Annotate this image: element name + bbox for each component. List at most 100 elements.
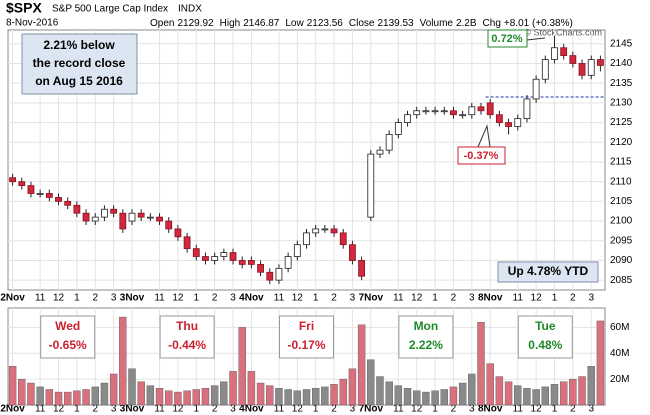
x-tick-label: 2: [331, 293, 337, 304]
copyright: © StockCharts.com: [524, 27, 602, 37]
volume-bar: [8, 366, 17, 406]
x-tick-label: 12: [531, 404, 543, 415]
x-tick-label: 2: [92, 293, 98, 304]
x-tick-label: 8Nov: [478, 404, 503, 415]
stat-value: 2146.87: [243, 18, 280, 29]
day-box: [517, 315, 573, 359]
x-tick-label: 11: [513, 404, 524, 415]
stat-label: High: [220, 18, 241, 29]
volume-bar: [73, 390, 81, 406]
x-tick-label: 12: [292, 293, 304, 304]
candle-body: [330, 228, 338, 234]
x-tick-label: 11: [393, 404, 404, 415]
exchange: INDX: [178, 4, 202, 15]
record-note: on Aug 15 2016: [35, 74, 123, 88]
y-tick-label: 2115: [610, 157, 632, 168]
volume-bar: [27, 382, 35, 406]
callout-box: [457, 146, 506, 165]
x-tick-label: 2Nov: [0, 404, 25, 415]
volume-bar: [220, 381, 228, 406]
x-tick-label: 4Nov: [239, 404, 264, 415]
y-tick-label: 2085: [610, 275, 633, 286]
volume-bar: [54, 391, 63, 406]
candle-body: [597, 59, 604, 66]
volume-bar: [468, 373, 476, 406]
candle-body: [339, 232, 347, 246]
x-tick-label: 12: [53, 404, 65, 415]
x-tick-label: 2: [451, 293, 457, 304]
x-tick-label: 3: [111, 404, 117, 415]
volume-bar: [45, 389, 54, 406]
stat-label: Volume: [420, 18, 454, 29]
stat-value: 2123.56: [307, 18, 344, 29]
volume-bar: [559, 381, 568, 406]
volume-bar: [440, 389, 448, 406]
x-tick-label: 2: [331, 404, 337, 415]
y-tick-label: 20M: [610, 374, 629, 385]
x-tick-label: 1: [432, 293, 438, 304]
candle-body: [266, 271, 274, 281]
x-tick-label: 12: [172, 293, 184, 304]
candle-body: [358, 260, 366, 277]
candle-body: [523, 98, 531, 120]
x-tick-label: 2: [451, 404, 457, 415]
day-change: 0.48%: [528, 338, 562, 352]
candle-body: [514, 118, 522, 127]
x-tick-label: 1: [313, 404, 319, 415]
x-tick-label: 11: [154, 293, 165, 304]
x-tick-label: 8Nov: [478, 293, 503, 304]
y-tick-label: 2100: [610, 216, 633, 227]
x-tick-label: 3: [350, 293, 356, 304]
day-name: Thu: [176, 319, 198, 333]
x-tick-label: 3: [230, 293, 236, 304]
candle-body: [247, 260, 255, 265]
candle-body: [532, 78, 540, 100]
volume-bar: [284, 389, 292, 406]
x-tick-label: 1: [552, 293, 558, 304]
candle-body: [18, 181, 26, 187]
x-tick-label: 11: [35, 293, 46, 304]
volume-bar: [146, 385, 155, 406]
volume-bar: [109, 373, 118, 406]
candle-body: [91, 216, 99, 222]
candle-body: [505, 122, 512, 127]
day-changes: Wed -0.65% Thu -0.44% Fri -0.17% Mon 2.22% Tue 0.…: [40, 315, 573, 359]
candle-body: [587, 59, 595, 76]
volume-bar: [256, 382, 265, 406]
marks: [8, 35, 605, 406]
candle-body: [312, 228, 320, 234]
volume-bar: [128, 368, 136, 406]
y-tick-label: 2120: [610, 137, 633, 148]
x-tick-label: 7Nov: [359, 293, 384, 304]
y-tick-label: 2095: [610, 235, 633, 246]
candle-body: [55, 197, 62, 202]
volume-bar: [339, 378, 347, 406]
x-tick-label: 1: [194, 404, 200, 415]
candle-body: [404, 114, 411, 123]
volume-bar: [82, 389, 90, 406]
stat-value: 2.2B: [456, 18, 477, 29]
stat-label: Low: [285, 18, 304, 29]
stat-value: +8.01 (+0.38%): [504, 18, 573, 29]
x-tick-label: 3Nov: [120, 293, 145, 304]
volume-bar: [514, 385, 522, 406]
volume-bar: [63, 391, 72, 406]
x-tick-label: 3: [469, 404, 475, 415]
x-tick-label: 2Nov: [0, 293, 25, 304]
candle-body: [486, 102, 494, 116]
volume-bar: [495, 376, 504, 406]
candle-body: [238, 260, 246, 265]
candle-body: [146, 216, 154, 219]
candle-body: [82, 212, 90, 222]
volume-bar: [311, 387, 320, 406]
volume-bar: [348, 368, 357, 406]
volume-bar: [266, 385, 274, 406]
volume-bar: [376, 376, 384, 406]
date: 8-Nov-2016: [6, 18, 59, 29]
candle-body: [128, 212, 136, 222]
candle-body: [495, 114, 503, 123]
x-tick-label: 2: [570, 404, 576, 415]
day-change: -0.17%: [287, 338, 325, 352]
candle-body: [45, 193, 53, 198]
